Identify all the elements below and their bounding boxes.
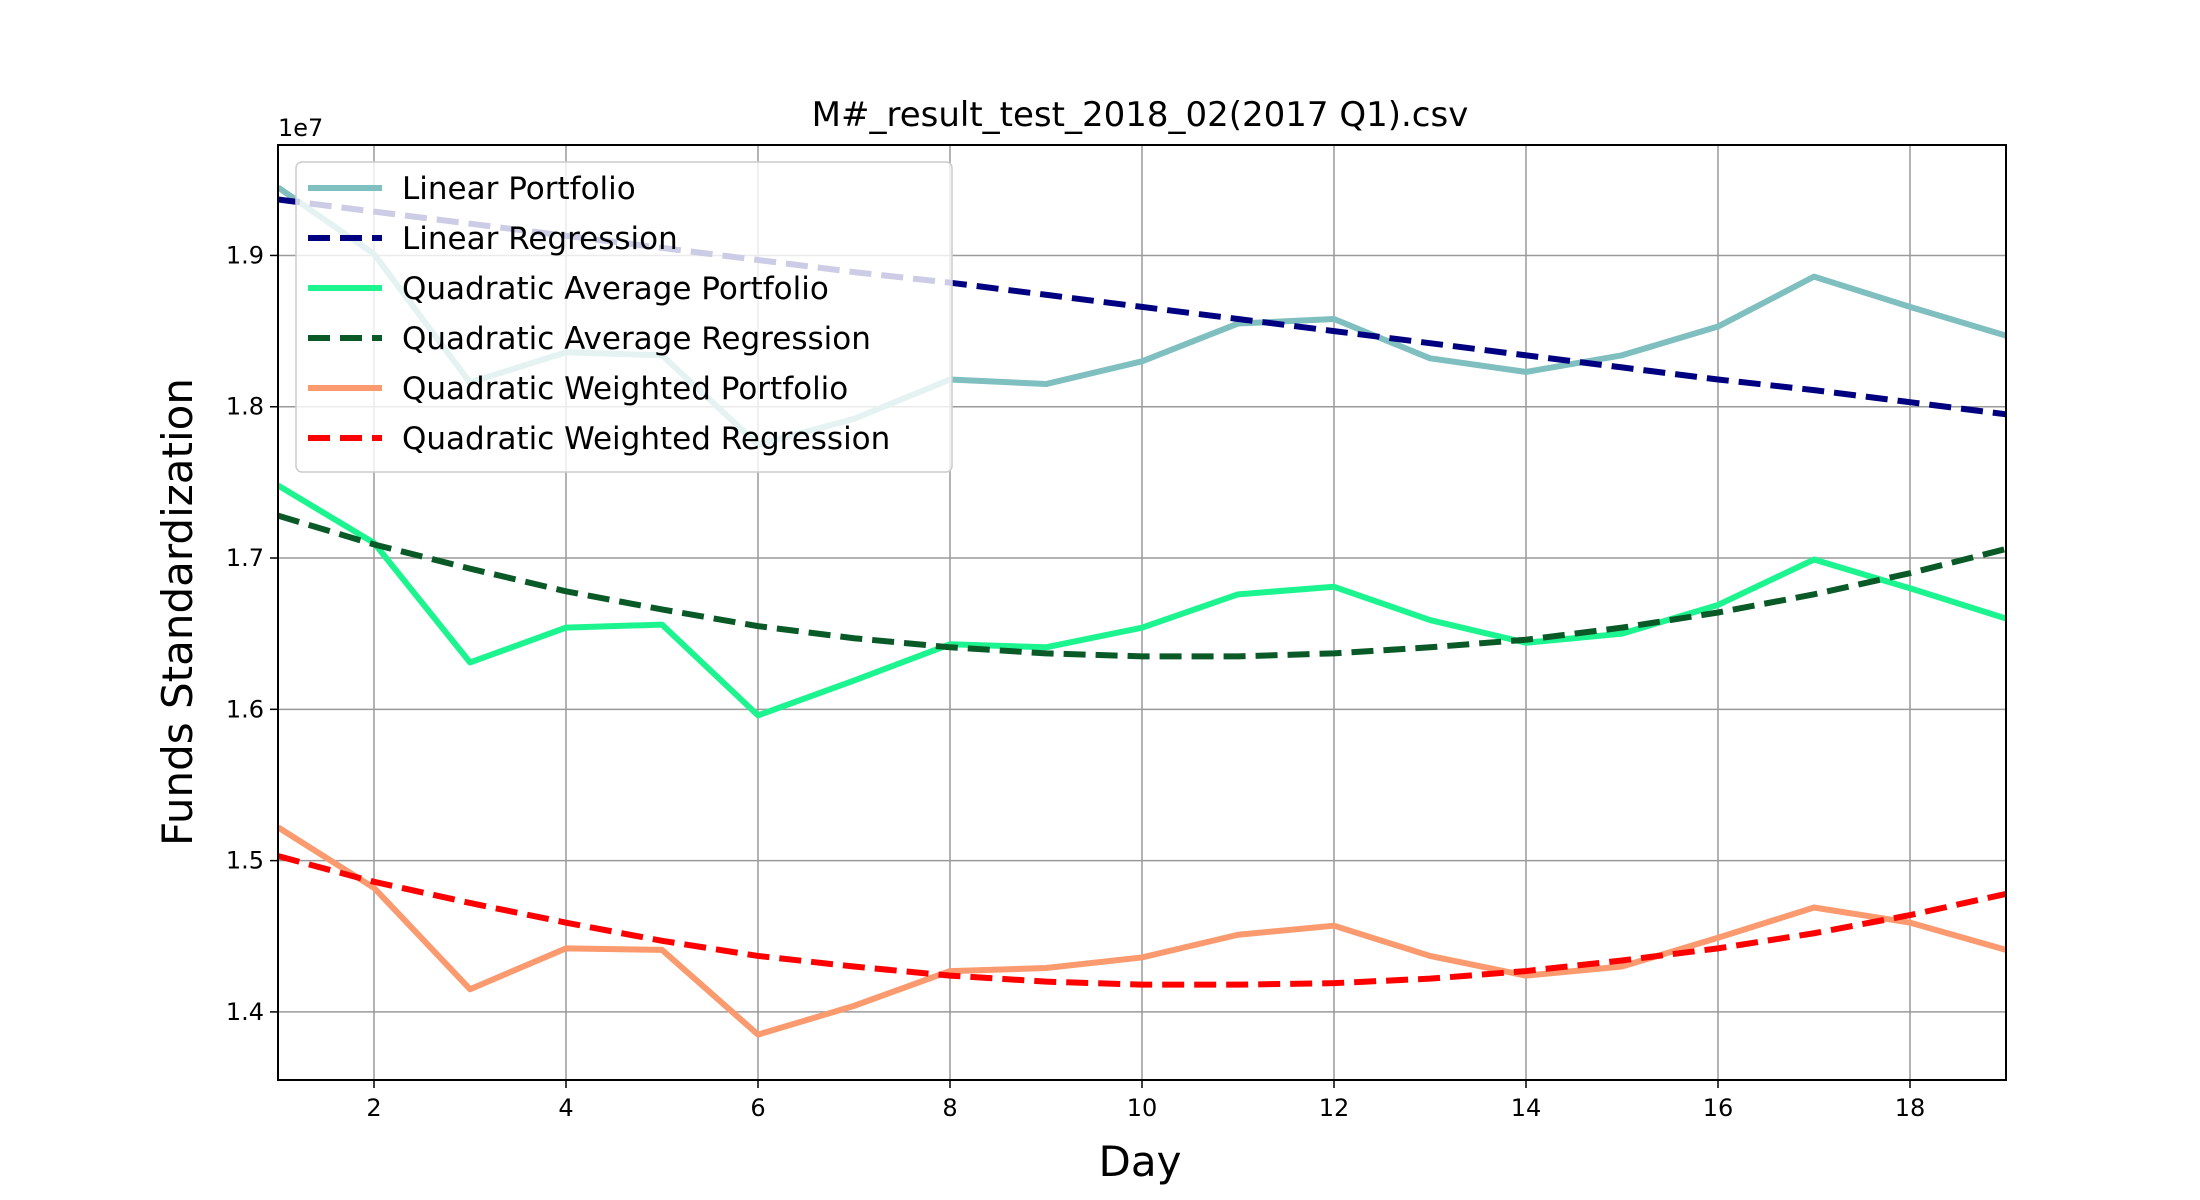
x-tick-label: 16 xyxy=(1703,1094,1734,1122)
y-axis-ticks: 1.4 1.5 1.6 1.7 1.8 1.9 xyxy=(226,241,278,1026)
x-tick-label: 4 xyxy=(558,1094,573,1122)
legend-label-quadratic-average-regression: Quadratic Average Regression xyxy=(402,321,871,357)
series-line-quadratic-average-regression xyxy=(278,512,2006,660)
series-line-quadratic-weighted-portfolio xyxy=(278,824,2006,1038)
x-tick-label: 18 xyxy=(1895,1094,1926,1122)
legend-label-quadratic-weighted-portfolio: Quadratic Weighted Portfolio xyxy=(402,371,848,407)
y-offset-label: 1e7 xyxy=(278,114,323,142)
y-tick-label: 1.9 xyxy=(226,241,264,269)
legend-label-linear-regression: Linear Regression xyxy=(402,221,678,257)
legend-label-quadratic-weighted-regression: Quadratic Weighted Regression xyxy=(402,421,890,457)
y-tick-label: 1.4 xyxy=(226,998,264,1026)
x-tick-label: 10 xyxy=(1127,1094,1158,1122)
legend-label-quadratic-average-portfolio: Quadratic Average Portfolio xyxy=(402,271,829,307)
x-tick-label: 2 xyxy=(366,1094,381,1122)
y-tick-label: 1.7 xyxy=(226,544,264,572)
y-tick-label: 1.8 xyxy=(226,393,264,421)
x-tick-label: 12 xyxy=(1319,1094,1350,1122)
x-axis-ticks: 2 4 6 8 10 12 14 16 18 xyxy=(366,1080,1925,1122)
x-tick-label: 14 xyxy=(1511,1094,1542,1122)
series-line-quadratic-average-portfolio xyxy=(278,482,2006,719)
chart-title: M#_result_test_2018_02(2017 Q1).csv xyxy=(812,95,1469,135)
x-axis-label: Day xyxy=(1099,1137,1182,1186)
y-tick-label: 1.6 xyxy=(226,695,264,723)
x-tick-label: 8 xyxy=(942,1094,957,1122)
y-tick-label: 1.5 xyxy=(226,847,264,875)
y-axis-label: Funds Standardization xyxy=(153,378,202,846)
legend-box xyxy=(295,161,953,473)
legend-label-linear-portfolio: Linear Portfolio xyxy=(402,171,636,207)
series-line-quadratic-weighted-regression xyxy=(278,853,2006,988)
legend: Linear Portfolio Linear Regression Quadrat… xyxy=(295,161,953,473)
x-tick-label: 6 xyxy=(750,1094,765,1122)
